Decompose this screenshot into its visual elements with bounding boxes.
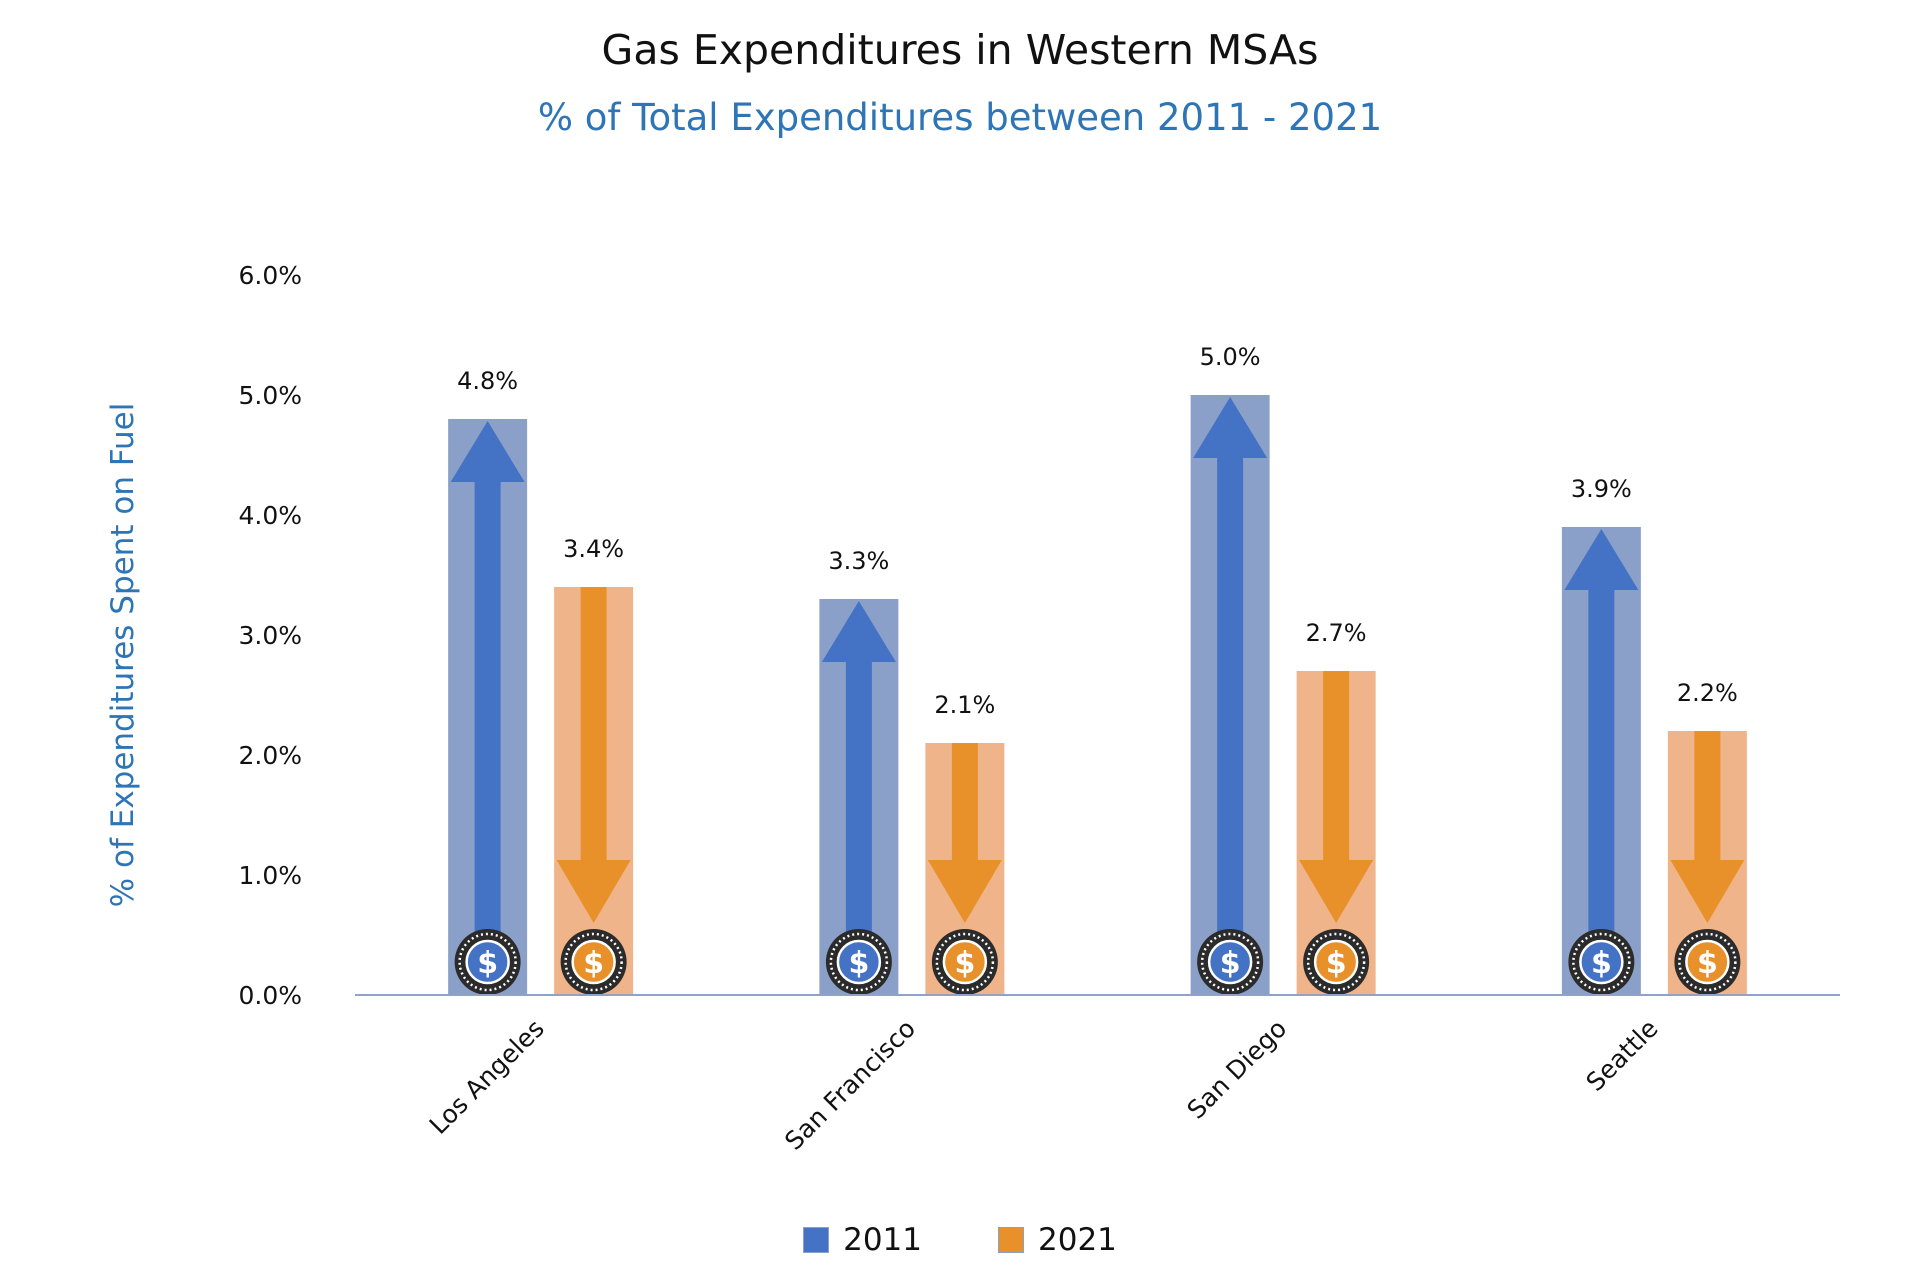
arrow-down-icon — [556, 860, 631, 923]
dollar-coin-face — [1685, 939, 1730, 985]
x-category-label: San Diego — [1182, 1014, 1293, 1125]
arrow-up-icon — [450, 421, 525, 482]
y-tick-label: 3.0% — [238, 621, 302, 650]
arrow-down-icon — [1670, 860, 1745, 923]
data-label-2021: 2.1% — [934, 691, 995, 719]
dollar-coin-rim — [1678, 932, 1737, 992]
legend-item-2021: 2021 — [998, 1222, 1117, 1258]
chart-subtitle: % of Total Expenditures between 2011 - 2… — [537, 96, 1383, 139]
arrow-shaft-2011 — [1588, 588, 1615, 935]
dollar-coin-face — [836, 939, 882, 985]
arrow-up-icon — [1193, 397, 1268, 458]
arrow-shaft-2021 — [1323, 671, 1350, 860]
arrow-down-icon — [927, 860, 1002, 923]
y-tick-label: 1.0% — [238, 861, 302, 890]
arrow-shaft-2011 — [474, 480, 501, 935]
x-category-label: Seattle — [1581, 1014, 1664, 1097]
data-label-2021: 2.7% — [1306, 619, 1367, 647]
y-tick-label: 2.0% — [238, 741, 302, 770]
data-label-2021: 2.2% — [1677, 679, 1738, 707]
legend-item-2011: 2011 — [803, 1222, 922, 1258]
legend-swatch-2021 — [998, 1227, 1024, 1253]
arrow-shaft-2011 — [845, 660, 872, 935]
dollar-coin-rim — [458, 932, 517, 992]
y-tick-label: 6.0% — [238, 261, 302, 290]
dollar-coin-face — [1207, 939, 1253, 985]
dollar-coin-rim — [1306, 932, 1366, 992]
data-label-2011: 3.3% — [828, 547, 889, 575]
dollar-sign-glyph: $ — [1591, 946, 1612, 981]
y-tick-label: 5.0% — [238, 381, 302, 410]
data-label-2011: 5.0% — [1200, 343, 1261, 371]
dollar-coin-face — [942, 939, 988, 985]
dollar-coin-face — [465, 939, 510, 985]
arrow-up-icon — [1564, 529, 1639, 590]
y-tick-label: 0.0% — [238, 981, 302, 1010]
dollar-coin-rim — [564, 932, 623, 992]
arrow-up-icon — [821, 601, 896, 662]
data-label-2021: 3.4% — [563, 535, 624, 563]
dollar-sign-glyph: $ — [848, 946, 869, 981]
dollar-coin-face — [571, 939, 616, 985]
arrow-shaft-2011 — [1217, 456, 1244, 935]
legend-label-2021: 2021 — [1038, 1222, 1117, 1258]
chart-legend: 2011 2021 — [0, 1222, 1920, 1258]
legend-swatch-2011 — [803, 1227, 830, 1253]
dollar-coin-rim — [1200, 932, 1260, 992]
x-category-label: San Francisco — [779, 1014, 921, 1156]
y-tick-label: 4.0% — [238, 501, 302, 530]
legend-label-2011: 2011 — [843, 1222, 922, 1258]
dollar-sign-glyph: $ — [583, 946, 604, 981]
dollar-coin-rim — [935, 932, 995, 992]
dollar-sign-glyph: $ — [1220, 946, 1241, 981]
arrow-shaft-2021 — [951, 743, 978, 860]
dollar-coin-face — [1313, 939, 1359, 985]
arrow-shaft-2021 — [580, 587, 607, 860]
y-axis-title: % of Expenditures Spent on Fuel — [105, 403, 141, 908]
dollar-coin-rim — [1572, 932, 1631, 992]
dollar-sign-glyph: $ — [1326, 946, 1347, 981]
arrow-down-icon — [1299, 860, 1374, 923]
dollar-coin-rim — [829, 932, 889, 992]
dollar-coin-face — [1579, 939, 1624, 985]
dollar-sign-glyph: $ — [477, 946, 498, 981]
dollar-sign-glyph: $ — [954, 946, 975, 981]
dollar-sign-glyph: $ — [1697, 946, 1718, 981]
data-label-2011: 4.8% — [457, 367, 518, 395]
data-label-2011: 3.9% — [1571, 475, 1632, 503]
chart-title: Gas Expenditures in Western MSAs — [601, 26, 1319, 74]
arrow-shaft-2021 — [1694, 731, 1721, 860]
x-category-label: Los Angeles — [424, 1014, 550, 1140]
